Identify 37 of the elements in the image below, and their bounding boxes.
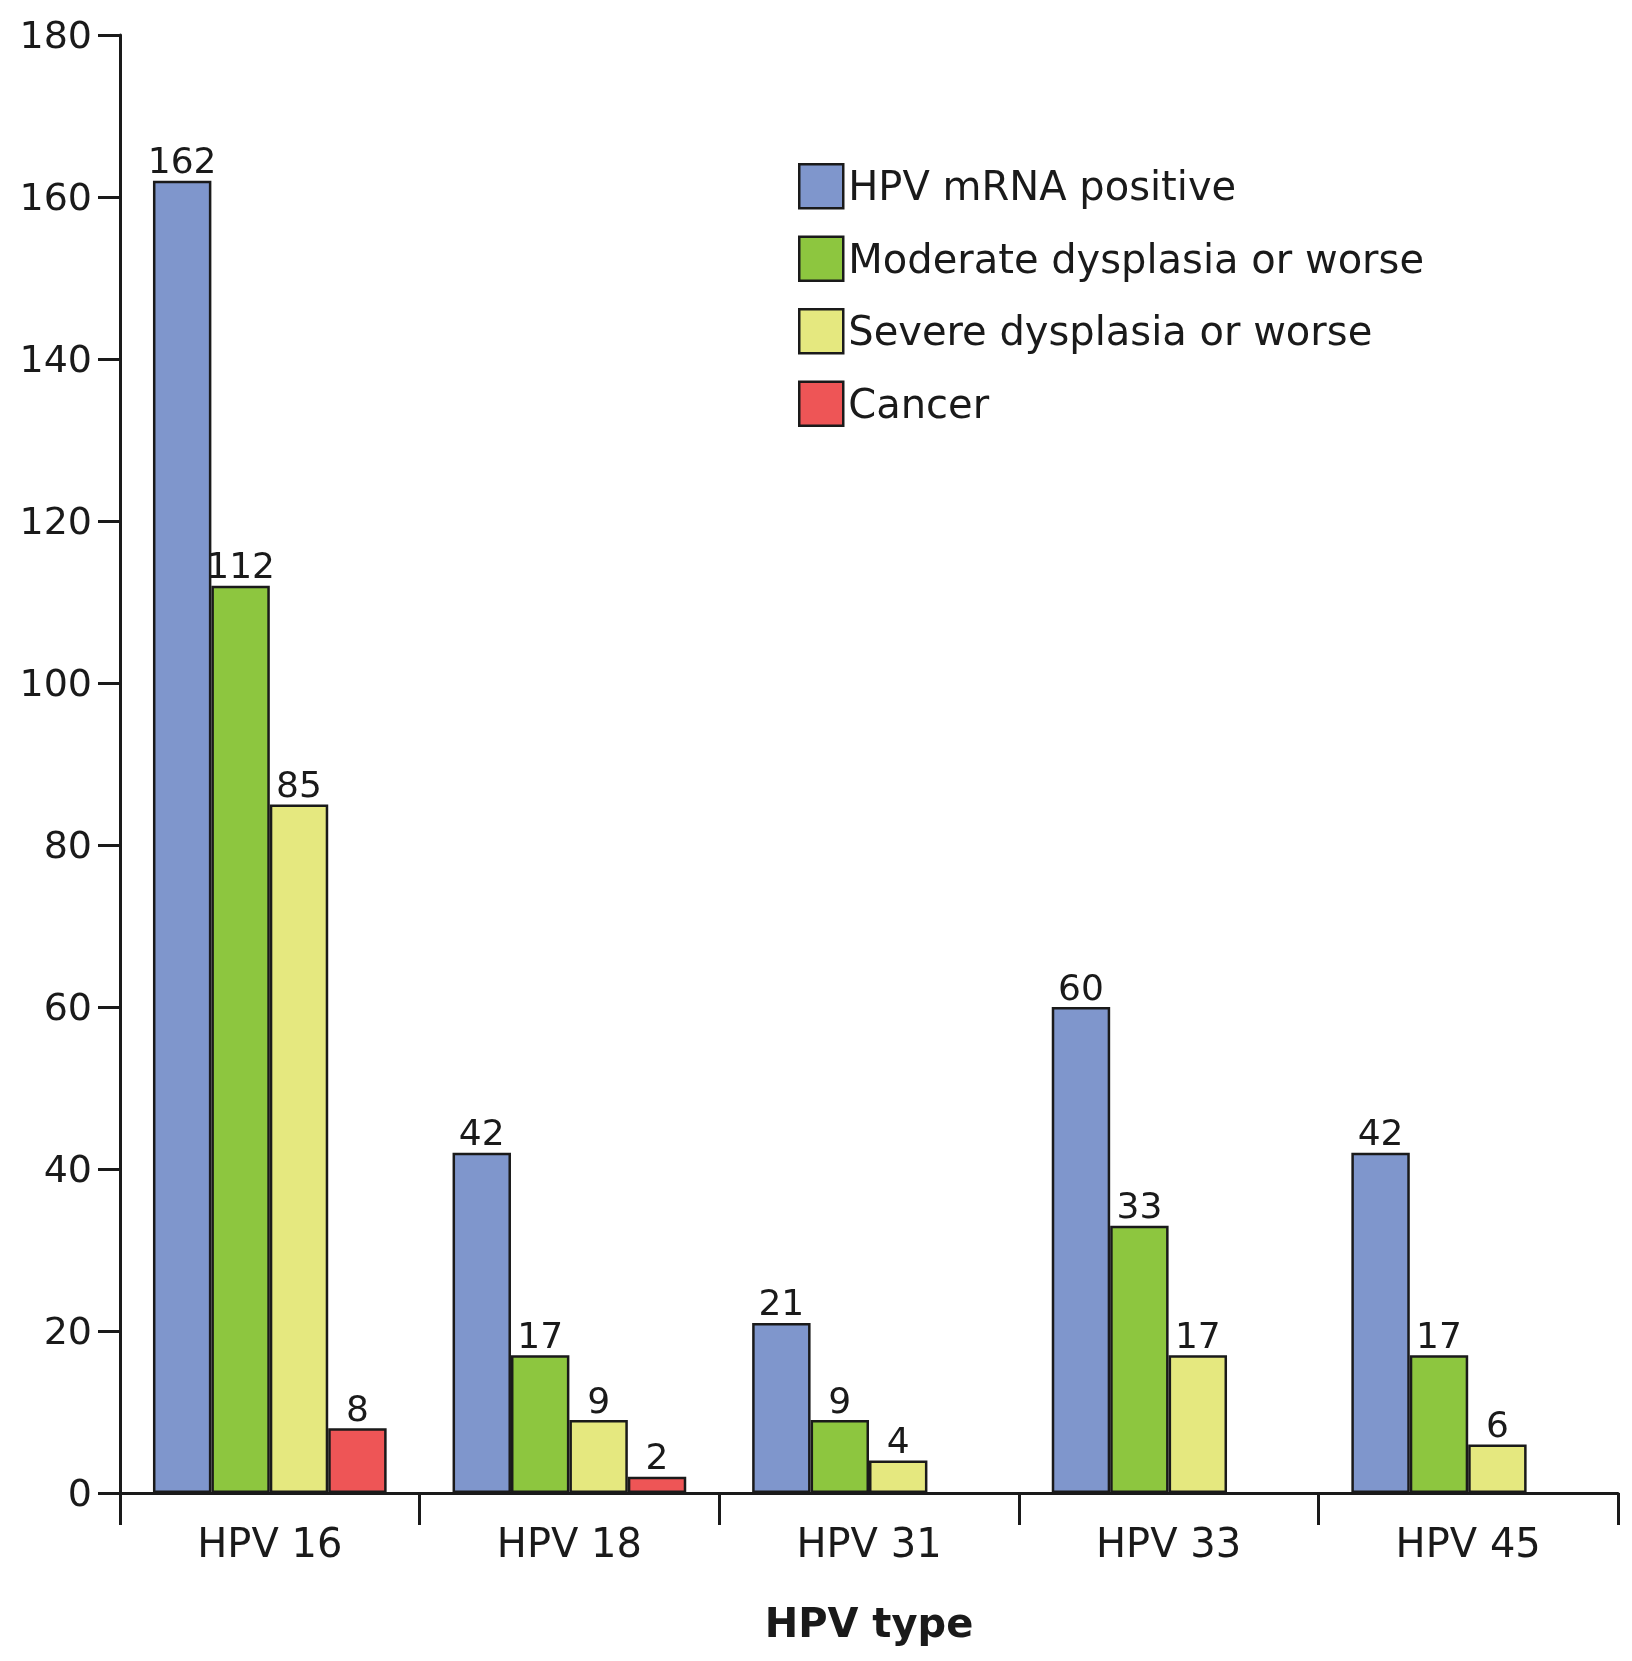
legend-label: Moderate dysplasia or worse xyxy=(848,235,1425,282)
data-label: 9 xyxy=(587,1379,611,1421)
data-label: 8 xyxy=(345,1387,369,1429)
y-tick-label: 0 xyxy=(67,1471,92,1515)
data-label: 4 xyxy=(886,1420,910,1462)
y-tick-label: 60 xyxy=(43,985,92,1029)
x-tick-label: HPV 16 xyxy=(197,1520,343,1566)
legend-label: HPV mRNA positive xyxy=(848,163,1237,210)
data-label: 17 xyxy=(1174,1314,1221,1356)
y-tick-label: 80 xyxy=(43,823,92,867)
data-label: 162 xyxy=(147,140,217,182)
y-tick-label: 160 xyxy=(19,175,92,219)
x-tick-label: HPV 33 xyxy=(1096,1520,1242,1566)
y-tick-label: 120 xyxy=(19,499,92,543)
data-label: 6 xyxy=(1485,1403,1509,1445)
y-tick-label: 20 xyxy=(43,1309,92,1353)
x-tick-label: HPV 31 xyxy=(796,1520,942,1566)
x-axis-title: HPV type xyxy=(764,1600,974,1646)
y-tick-label: 140 xyxy=(19,337,92,381)
data-label: 42 xyxy=(458,1112,505,1154)
data-label: 21 xyxy=(758,1282,805,1324)
data-label: 17 xyxy=(517,1314,564,1356)
data-label: 42 xyxy=(1357,1112,1404,1154)
y-tick-label: 40 xyxy=(43,1147,92,1191)
data-label: 9 xyxy=(828,1379,852,1421)
data-label: 33 xyxy=(1116,1185,1163,1227)
data-label: 85 xyxy=(276,764,322,805)
data-label: 60 xyxy=(1058,966,1104,1008)
data-label: 17 xyxy=(1416,1314,1462,1356)
x-tick-label: HPV 18 xyxy=(496,1520,642,1566)
x-tick-label: HPV 45 xyxy=(1395,1520,1541,1566)
y-tick-label: 100 xyxy=(19,661,92,705)
data-label: 112 xyxy=(206,545,275,587)
legend-label: Severe dysplasia or worse xyxy=(848,308,1373,355)
legend-label: Cancer xyxy=(848,380,990,427)
y-tick-label: 180 xyxy=(19,13,92,57)
data-label: 2 xyxy=(645,1436,669,1478)
